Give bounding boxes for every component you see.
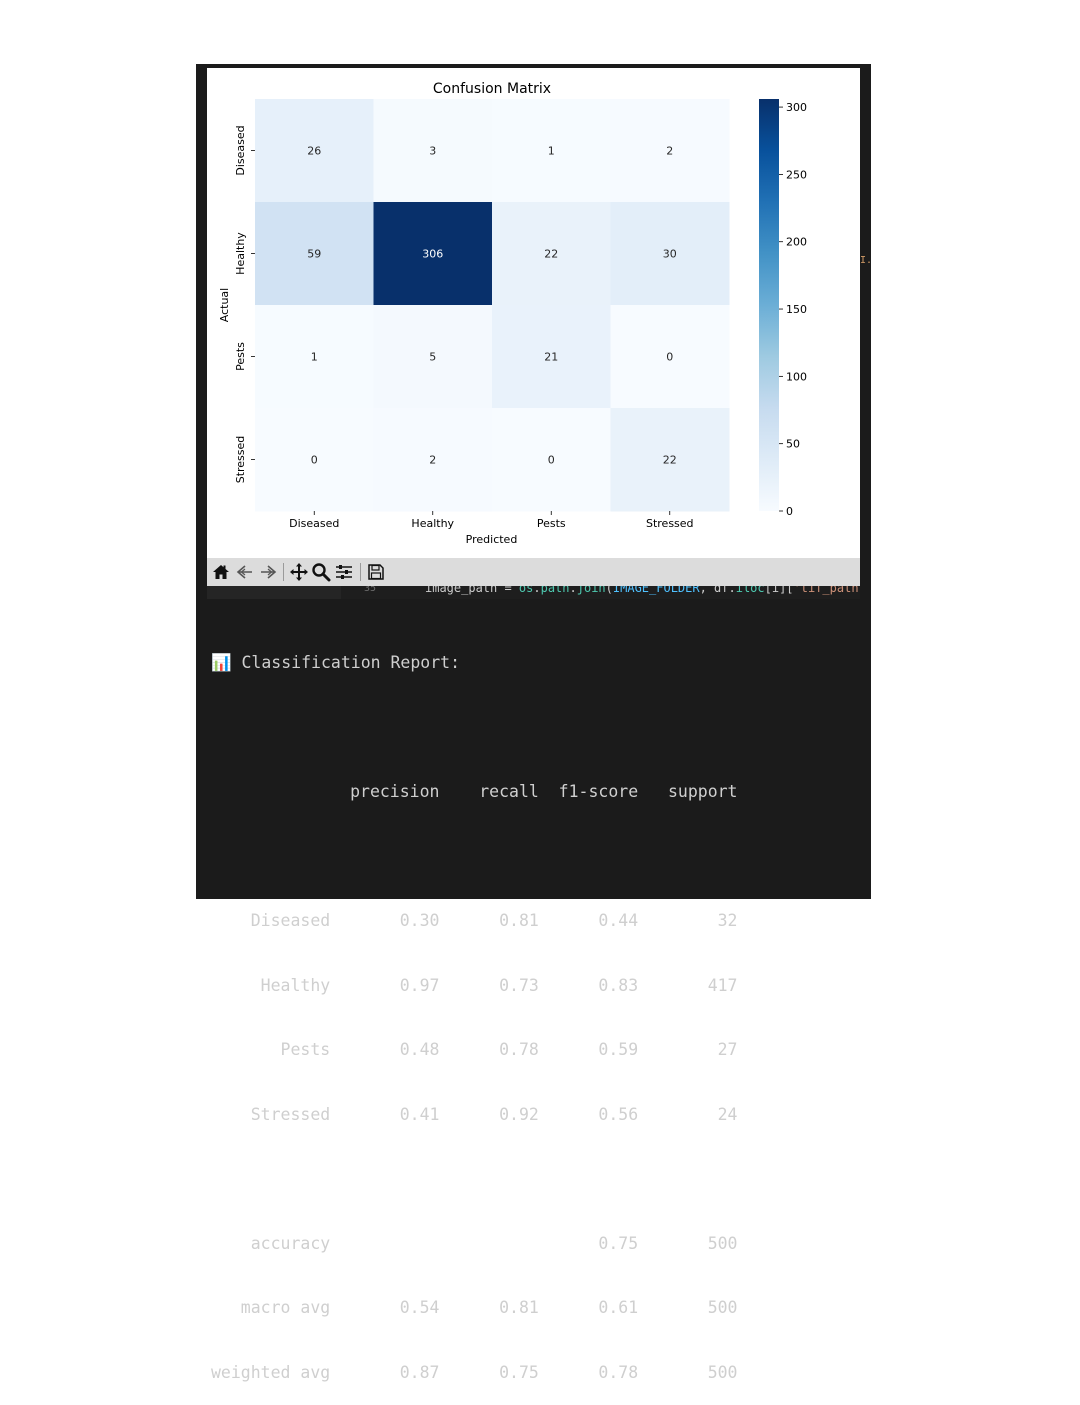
- cell-value-label: 2: [666, 145, 673, 158]
- toolbar-separator: [360, 563, 361, 581]
- x-tick-label: Healthy: [411, 517, 454, 530]
- code-line: image_path = os.path.join(IMAGE_FOLDER, …: [425, 586, 860, 595]
- colorbar-tick-label: 150: [786, 303, 807, 316]
- chart-icon: 📊: [211, 653, 232, 672]
- cell-value-label: 30: [663, 248, 677, 261]
- sliders-icon: [336, 565, 352, 579]
- colorbar-tick-label: 100: [786, 370, 807, 383]
- pan-button[interactable]: [289, 562, 309, 582]
- heatmap-cell: [255, 305, 374, 409]
- heatmap-cell: [610, 305, 730, 409]
- cell-value-label: 2: [429, 454, 436, 467]
- editor-overflow-glyph: I.: [860, 255, 873, 266]
- heatmap-cell: [255, 99, 374, 203]
- cell-value-label: 0: [311, 454, 318, 467]
- cell-value-label: 3: [429, 145, 436, 158]
- report-header-row: precision recall f1-score support: [211, 782, 738, 801]
- y-tick-label: Diseased: [234, 125, 247, 175]
- home-icon: [213, 565, 229, 579]
- colorbar: [759, 99, 779, 511]
- report-row-macro-avg: macro avg 0.54 0.81 0.61 500: [211, 1298, 738, 1317]
- report-row-diseased: Diseased 0.30 0.81 0.44 32: [211, 911, 738, 930]
- arrow-left-icon: [236, 565, 252, 579]
- colorbar-tick-label: 50: [786, 438, 800, 451]
- confusion-matrix-chart: Confusion Matrix 26 3 1 2 59 306 22 30 1 5 21 0 0 2 0 2…: [218, 81, 807, 546]
- editor-gutter: [207, 586, 341, 599]
- cell-value-label: 22: [544, 248, 558, 261]
- report-row-weighted-avg: weighted avg 0.87 0.75 0.78 500: [211, 1362, 738, 1382]
- heatmap-cell: [373, 202, 493, 306]
- cell-value-label: 22: [663, 454, 677, 467]
- report-row-accuracy: accuracy 0.75 500: [211, 1233, 738, 1253]
- code-editor-peek: 35 image_path = os.path.join(IMAGE_FOLDE…: [207, 586, 860, 599]
- cell-value-label: 1: [311, 351, 318, 364]
- y-tick-label: Stressed: [234, 436, 247, 484]
- figure-toolbar: [207, 558, 860, 586]
- cell-value-label: 0: [666, 351, 673, 364]
- zoom-button[interactable]: [311, 562, 331, 582]
- colorbar-tick-label: 250: [786, 168, 807, 181]
- floppy-icon: [368, 564, 384, 580]
- home-button[interactable]: [211, 562, 231, 582]
- save-button[interactable]: [366, 562, 386, 582]
- heatmap-cell: [610, 408, 730, 512]
- x-tick-label: Pests: [537, 517, 566, 530]
- colorbar-tick-label: 200: [786, 236, 807, 249]
- report-heading-text: Classification Report:: [241, 653, 461, 672]
- heatmap-cell: [492, 202, 611, 306]
- y-tick-label: Healthy: [234, 232, 247, 275]
- cell-value-label: 5: [429, 351, 436, 364]
- cell-value-label: 21: [544, 351, 558, 364]
- heatmap-cell: [492, 305, 611, 409]
- report-row-healthy: Healthy 0.97 0.73 0.83 417: [211, 975, 738, 995]
- x-tick-label: Diseased: [289, 517, 339, 530]
- cell-value-label: 0: [548, 454, 555, 467]
- cell-value-label: 306: [422, 248, 443, 261]
- colorbar-tick-label: 0: [786, 505, 793, 518]
- colorbar-tick-label: 300: [786, 101, 807, 114]
- line-number: 35: [364, 586, 377, 594]
- cell-value-label: 1: [548, 145, 555, 158]
- heatmap-cell: [373, 305, 493, 409]
- arrow-right-icon: [261, 565, 277, 579]
- figure-window: Confusion Matrix 26 3 1 2 59 306 22 30 1 5 21 0 0 2 0 2…: [207, 68, 860, 586]
- heatmap-cell: [255, 202, 374, 306]
- y-tick-label: Pests: [234, 342, 247, 371]
- report-row-stressed: Stressed 0.41 0.92 0.56 24: [211, 1104, 738, 1124]
- y-axis-label: Actual: [218, 288, 231, 322]
- heatmap-cell: [373, 408, 493, 512]
- heatmap-cell: [610, 99, 730, 203]
- heatmap-cell: [492, 408, 611, 512]
- heatmap-cell: [255, 408, 374, 512]
- report-heading: 📊 Classification Report:: [211, 652, 738, 674]
- x-axis-label: Predicted: [466, 533, 518, 546]
- forward-button[interactable]: [258, 562, 278, 582]
- heatmap-cell: [610, 202, 730, 306]
- move-icon: [290, 563, 308, 581]
- toolbar-separator: [283, 563, 284, 581]
- back-button[interactable]: [235, 562, 255, 582]
- classification-report: 📊 Classification Report: precision recal…: [211, 609, 738, 1405]
- magnifier-icon: [312, 563, 331, 582]
- heatmap-cell: [492, 99, 611, 203]
- heatmap-cell: [373, 99, 493, 203]
- report-row-pests: Pests 0.48 0.78 0.59 27: [211, 1040, 738, 1059]
- configure-button[interactable]: [334, 562, 354, 582]
- cell-value-label: 26: [307, 145, 321, 158]
- cell-value-label: 59: [307, 248, 321, 261]
- chart-title: Confusion Matrix: [433, 81, 551, 97]
- x-tick-label: Stressed: [646, 517, 694, 530]
